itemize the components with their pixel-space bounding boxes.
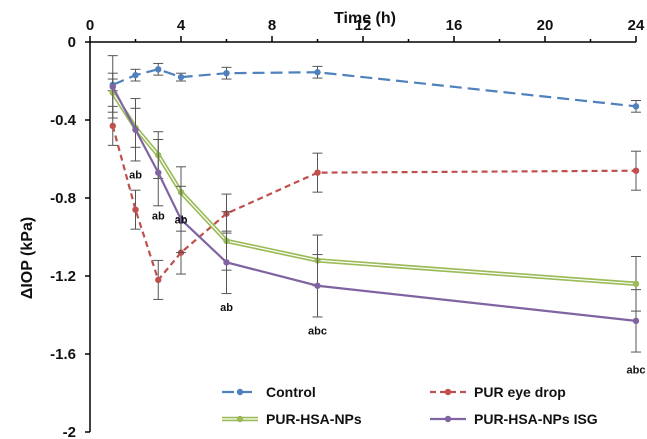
significance-label: ab bbox=[220, 302, 233, 314]
y-tick-label: -1.2 bbox=[50, 268, 76, 285]
y-tick-label: -0.8 bbox=[50, 190, 76, 207]
legend-label: PUR-HSA-NPs bbox=[266, 411, 362, 427]
data-point bbox=[314, 282, 321, 289]
data-point bbox=[632, 103, 640, 110]
legend-label: PUR-HSA-NPs ISG bbox=[474, 411, 598, 427]
data-point bbox=[632, 167, 640, 174]
significance-label: ab bbox=[152, 211, 165, 223]
data-point bbox=[177, 73, 185, 81]
significance-label: ab bbox=[129, 170, 142, 182]
data-point bbox=[314, 169, 321, 176]
series-pur-hsa-nps-isg bbox=[107, 55, 641, 353]
legend-marker bbox=[236, 388, 244, 396]
significance-label: abc bbox=[308, 326, 327, 338]
y-axis-title: ΔIOP (kPa) bbox=[19, 217, 36, 299]
legend-item-pur-eye-drop: PUR eye drop bbox=[430, 384, 566, 400]
legend-item-pur-hsa-nps-isg: PUR-HSA-NPs ISG bbox=[430, 411, 598, 427]
legend-label: Control bbox=[266, 384, 316, 400]
data-point bbox=[132, 206, 139, 213]
legend-item-control: Control bbox=[222, 384, 316, 400]
data-point bbox=[177, 216, 185, 223]
chart-axes: 0 -0.4 -0.8 -1.2 -1.6 -2 0 4 8 12 16 20 24 bbox=[50, 17, 645, 439]
legend-item-pur-hsa-nps: PUR-HSA-NPs bbox=[222, 411, 362, 427]
y-tick-label: -1.6 bbox=[50, 346, 76, 363]
data-point bbox=[155, 169, 162, 176]
data-point bbox=[314, 69, 321, 76]
x-axis-title: Time (h) bbox=[334, 10, 396, 27]
x-tick-label: 12 bbox=[355, 17, 372, 34]
series-layer bbox=[107, 55, 641, 353]
data-point bbox=[109, 83, 116, 91]
y-tick-label: -0.4 bbox=[50, 112, 77, 129]
x-tick-label: 4 bbox=[177, 17, 186, 34]
y-tick-label: -2 bbox=[63, 424, 76, 439]
data-point bbox=[223, 70, 230, 77]
data-point bbox=[223, 259, 230, 266]
x-tick-label: 20 bbox=[537, 17, 554, 34]
x-tick-label: 16 bbox=[446, 17, 463, 34]
data-point bbox=[132, 71, 139, 79]
data-point bbox=[109, 122, 116, 130]
x-tick-label: 0 bbox=[86, 17, 94, 34]
legend-marker bbox=[444, 388, 452, 396]
data-point bbox=[632, 317, 640, 325]
data-point bbox=[155, 276, 162, 284]
x-tick-label: 24 bbox=[628, 17, 645, 34]
data-point bbox=[132, 126, 139, 133]
x-tick-label: 8 bbox=[268, 17, 276, 34]
y-tick-label: 0 bbox=[68, 34, 76, 51]
legend-marker bbox=[444, 415, 452, 423]
legend: Control PUR eye drop PUR-HSA-NPs PUR-HSA-NP… bbox=[222, 384, 598, 427]
data-point bbox=[155, 66, 162, 73]
legend-label: PUR eye drop bbox=[474, 384, 566, 400]
significance-label: ab bbox=[175, 214, 188, 226]
data-point bbox=[632, 280, 640, 287]
legend-marker bbox=[236, 415, 244, 423]
significance-label: abc bbox=[627, 365, 646, 377]
